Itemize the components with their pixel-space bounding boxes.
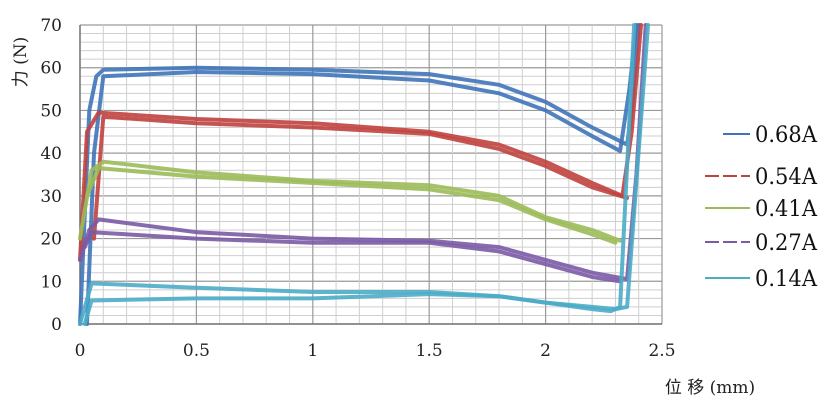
series-0.14A — [78, 23, 650, 326]
y-tick-label: 40 — [40, 144, 62, 164]
x-tick-label: 0.5 — [183, 341, 210, 361]
x-axis-label: 位 移 (mm) — [665, 378, 755, 398]
x-tick-label: 1 — [307, 341, 318, 361]
legend-label: 0.54A — [755, 165, 818, 190]
legend-label: 0.27A — [755, 231, 818, 256]
x-tick-label: 2 — [540, 341, 551, 361]
legend: 0.68A 0.54A 0.41A 0.27A 0.14A — [705, 123, 818, 292]
series-line — [92, 114, 630, 241]
series-group — [78, 23, 650, 326]
series-line — [78, 159, 623, 243]
y-tick-label: 60 — [40, 59, 62, 79]
series-0.41A — [78, 159, 623, 245]
y-tick-label: 70 — [40, 16, 62, 36]
y-tick-label: 50 — [40, 101, 62, 121]
legend-label: 0.41A — [755, 197, 818, 222]
x-tick-label: 2.5 — [648, 341, 675, 361]
legend-label: 0.68A — [755, 123, 818, 148]
series-line — [82, 23, 637, 326]
x-tick-labels: 0 0.5 1 1.5 2 2.5 — [75, 341, 676, 361]
y-tick-label: 10 — [40, 272, 62, 292]
series-line — [85, 23, 639, 326]
y-tick-label: 20 — [40, 230, 62, 250]
y-axis-label: 力 (N) — [11, 37, 31, 88]
legend-label: 0.14A — [755, 267, 818, 292]
series-line — [78, 23, 643, 262]
x-tick-label: 1.5 — [416, 341, 443, 361]
y-tick-label: 0 — [51, 315, 62, 335]
x-tick-label: 0 — [75, 341, 86, 361]
y-tick-labels: 0 10 20 30 40 50 60 70 — [40, 16, 62, 335]
series-line — [85, 166, 618, 245]
series-line — [82, 230, 623, 284]
series-0.54A — [78, 23, 643, 262]
y-tick-label: 30 — [40, 187, 62, 207]
